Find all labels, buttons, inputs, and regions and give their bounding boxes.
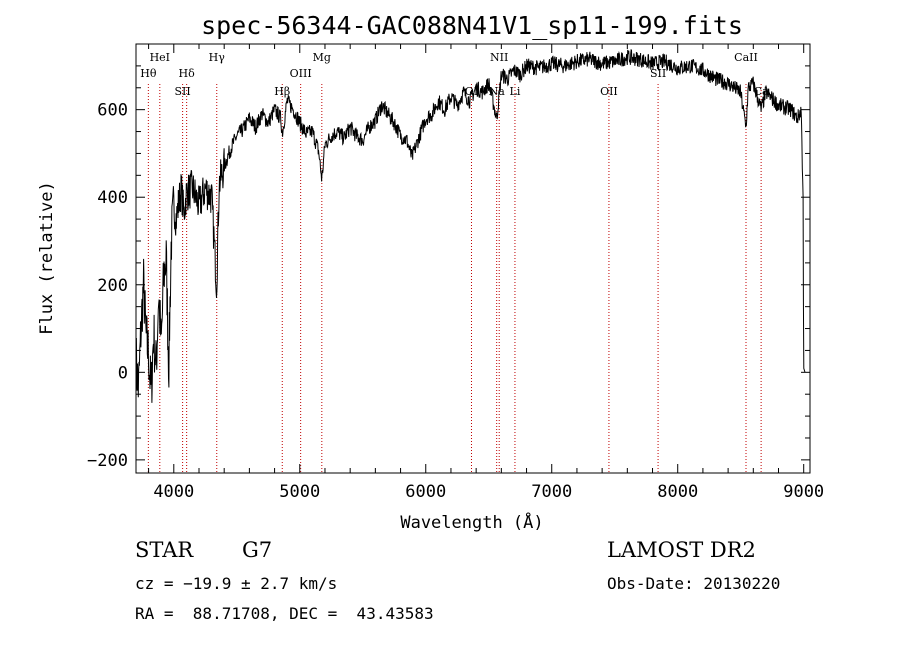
line-marker-label: Hβ: [274, 85, 290, 98]
survey-label: LAMOST DR2: [607, 538, 756, 562]
coords-text: RA = 88.71708, DEC = 43.43583: [135, 604, 434, 623]
x-tick-label: 6000: [405, 482, 446, 502]
subclass-label: G7: [242, 538, 273, 562]
redshift-text: cz = −19.9 ± 2.7 km/s: [135, 574, 338, 593]
line-marker-label: SII: [174, 85, 190, 98]
plot-frame: [135, 43, 811, 474]
chart-title: spec-56344-GAC088N41V1_sp11-199.fits: [201, 11, 743, 40]
y-axis-label: Flux (relative): [37, 181, 57, 335]
line-marker-label: Li: [510, 85, 521, 98]
y-tick-label: 0: [118, 363, 128, 383]
line-marker-label: SII: [650, 67, 666, 80]
line-marker-label: Hδ: [179, 67, 196, 80]
x-tick-label: 8000: [657, 482, 698, 502]
x-axis-label: Wavelength (Å): [400, 511, 543, 533]
line-marker-label: Hθ: [140, 67, 157, 80]
line-marker-label: HeI: [150, 51, 170, 64]
x-tick-label: 5000: [279, 482, 320, 502]
x-tick-label: 4000: [153, 482, 194, 502]
class-label: STAR: [135, 538, 194, 562]
x-tick-label: 7000: [531, 482, 572, 502]
spectrum-line: [135, 49, 806, 403]
obs-date-text: Obs-Date: 20130220: [607, 574, 781, 593]
y-tick-label: 200: [97, 276, 128, 296]
line-marker-label: NII: [490, 51, 508, 64]
line-marker-label: OIII: [290, 67, 312, 80]
line-marker-label: Hγ: [209, 51, 226, 64]
line-marker-label: CaII: [734, 51, 758, 64]
spectrum-series: [135, 49, 806, 403]
y-tick-label: −200: [87, 451, 128, 471]
line-marker-label: Mg: [313, 51, 331, 64]
x-tick-label: 9000: [783, 482, 824, 502]
x-axis: 4000 5000 6000 7000 8000 9000: [148, 44, 824, 502]
y-tick-label: 400: [97, 188, 128, 208]
y-tick-label: 600: [97, 101, 128, 121]
spectrum-chart: spec-56344-GAC088N41V1_sp11-199.fits Hθ H…: [37, 11, 824, 533]
y-axis: −200 0 200 400 600: [87, 65, 810, 471]
line-marker-label: OII: [600, 85, 618, 98]
